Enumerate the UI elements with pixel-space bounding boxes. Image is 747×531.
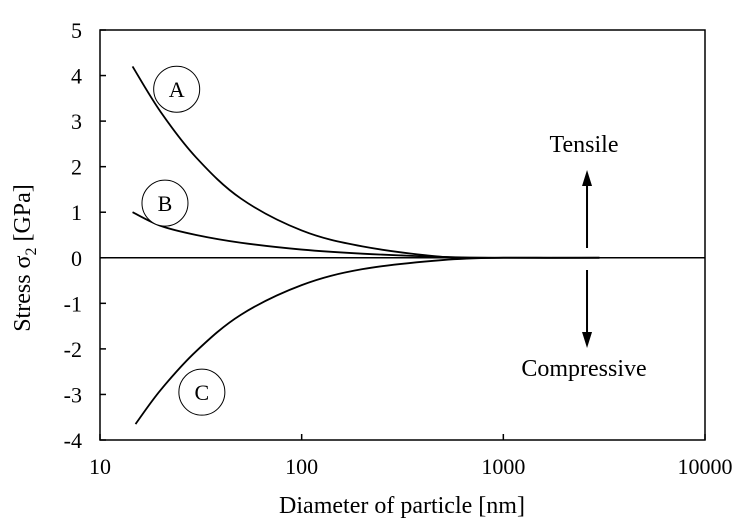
tensile-arrowhead [582,170,593,186]
y-tick-label: 5 [71,18,82,43]
y-axis-label: Stress σ2 [GPa] [10,184,40,332]
tensile-label: Tensile [550,132,619,158]
curve-label-B: B [158,191,173,216]
y-tick-label: 2 [71,155,82,180]
y-tick-label: 1 [71,200,82,225]
x-tick-label: 1000 [481,454,525,479]
compressive-label: Compressive [521,356,646,382]
curve-label-A: A [169,77,185,102]
series-line-B [132,211,600,259]
y-tick-label: 3 [71,109,82,134]
compressive-arrowhead [582,332,593,348]
x-tick-label: 10000 [678,454,733,479]
x-tick-label: 100 [285,454,318,479]
series-line-C [134,256,600,425]
y-tick-label: -2 [64,337,82,362]
curve-label-circle [178,368,226,416]
plot-frame [99,29,706,441]
y-tick-label: -3 [64,382,82,407]
curve-label-C: C [195,380,210,405]
curve-label-circle [141,179,189,227]
x-tick-label: 10 [89,454,111,479]
y-tick-label: 4 [71,64,82,89]
y-tick-label: -1 [64,291,82,316]
series-line-A [131,65,600,259]
y-tick-label: -4 [64,428,82,453]
x-axis-label: Diameter of particle [nm] [279,493,525,519]
curve-label-circle [153,65,201,113]
y-tick-label: 0 [71,246,82,271]
